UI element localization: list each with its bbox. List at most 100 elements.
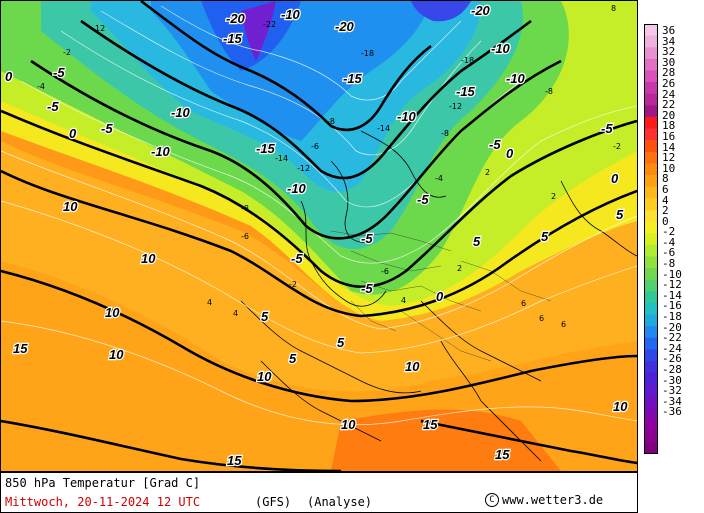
point-value: 2 [457, 264, 462, 273]
colorbar-cell [644, 395, 658, 409]
point-value: -8 [241, 204, 249, 213]
run-type: (Analyse) [307, 495, 373, 509]
iso-label: -15 [343, 71, 363, 86]
colorbar-cell [644, 268, 658, 281]
colorbar-label: 26 [662, 76, 676, 90]
iso-label: 5 [261, 309, 269, 324]
colorbar-label: 24 [662, 87, 676, 101]
colorbar-label: -26 [662, 352, 682, 366]
colorbar-label: 28 [662, 66, 676, 80]
point-value: -8 [441, 129, 449, 138]
iso-label: -10 [506, 71, 526, 86]
colorbar-label: -28 [662, 363, 682, 376]
iso-label: -10 [171, 105, 191, 120]
colorbar-cell [644, 314, 658, 327]
point-value: -4 [435, 174, 443, 183]
major-isolines [1, 1, 637, 471]
point-value: -18 [361, 49, 374, 58]
colorbar-label: 32 [662, 45, 676, 59]
colorbar-label: 34 [662, 34, 676, 48]
iso-label: 5 [541, 229, 549, 244]
iso-label: 0 [611, 171, 619, 186]
colorbar-cell [644, 302, 658, 316]
colorbar-cell [644, 93, 658, 106]
iso-label: 5 [473, 234, 481, 249]
colorbar-label: -22 [662, 331, 682, 345]
colorbar-outline [644, 24, 658, 454]
colorbar-label: -8 [662, 257, 676, 271]
colorbar-cell [644, 128, 658, 141]
colorbar-cell [644, 256, 658, 269]
point-value: -12 [449, 102, 462, 111]
iso-labels: -20 -20 -20 -15 -15 -15 -15 -10 -10 -10 … [4, 2, 630, 469]
colorbar-cell [644, 337, 658, 350]
iso-label: -5 [601, 121, 613, 136]
point-value: -14 [275, 154, 288, 163]
colorbar-labels: 36 34 32 30 28 26 24 22 20 18 16 14 12 1… [662, 24, 702, 419]
colorbar-cell [644, 151, 658, 164]
point-value: 2 [485, 168, 490, 177]
iso-label: -10 [397, 109, 417, 124]
point-value: -8 [545, 87, 553, 96]
iso-label: -10 [281, 7, 301, 22]
colorbar-cell [644, 58, 658, 71]
colorbar-label: -14 [662, 288, 682, 302]
colorbar-cell [644, 326, 658, 339]
iso-label: 5 [289, 351, 297, 366]
colorbar-label: -18 [662, 310, 682, 324]
point-value: 6 [561, 320, 566, 329]
point-value: -2 [63, 48, 71, 57]
colorbar-label: 6 [662, 182, 669, 196]
point-value: -18 [461, 56, 474, 65]
iso-label: -5 [489, 137, 501, 152]
colorbar-cell [644, 407, 658, 420]
point-value: -6 [381, 267, 389, 276]
iso-label: 15 [495, 447, 510, 462]
iso-label: 0 [69, 126, 77, 141]
colorbar-label: 30 [662, 55, 676, 69]
iso-label: -10 [287, 181, 307, 196]
colorbar [644, 24, 658, 454]
colorbar-label: -36 [662, 405, 682, 419]
point-value: -14 [377, 124, 390, 133]
colorbar-label: -12 [662, 278, 682, 292]
point-value: 8 [611, 4, 616, 13]
colorbar-cell [644, 198, 658, 211]
colorbar-label: 20 [662, 108, 676, 122]
colorbar-label: 36 [662, 24, 676, 37]
iso-label: -20 [335, 19, 355, 34]
credit[interactable]: C www.wetter3.de [485, 493, 603, 507]
iso-label: -15 [456, 84, 476, 99]
iso-label: 0 [5, 69, 13, 84]
colorbar-cell [644, 430, 658, 443]
zone-purple [241, 1, 276, 61]
model-name: (GFS) [255, 495, 292, 509]
map-svg: -20 -20 -20 -15 -15 -15 -15 -10 -10 -10 … [1, 1, 637, 471]
colorbar-label: 0 [662, 214, 669, 228]
point-value: 4 [401, 296, 406, 305]
iso-label: -20 [471, 3, 491, 18]
zone-red-orange [331, 409, 561, 471]
colorbar-label: 16 [662, 129, 676, 143]
point-value: 12 [95, 24, 105, 33]
colorbar-label: 12 [662, 151, 676, 165]
colorbar-cell [644, 384, 658, 397]
credit-link[interactable]: www.wetter3.de [502, 493, 604, 507]
point-value: 6 [539, 314, 544, 323]
colorbar-label: 10 [662, 161, 676, 175]
iso-label: -20 [226, 11, 246, 26]
iso-label: 10 [105, 305, 120, 320]
iso-label: -5 [53, 65, 65, 80]
point-value: 4 [233, 309, 238, 318]
info-panel: 850 hPa Temperatur [Grad C] Mittwoch, 20… [0, 472, 638, 513]
borders [330, 230, 552, 362]
colorbar-cell [644, 361, 658, 374]
colorbar-label: -10 [662, 267, 682, 281]
temperature-map: -20 -20 -20 -15 -15 -15 -15 -10 -10 -10 … [0, 0, 638, 472]
iso-label: 10 [405, 359, 420, 374]
point-value: 4 [207, 298, 212, 307]
iso-label: -5 [417, 192, 429, 207]
colorbar-cell [644, 233, 658, 246]
colorbar-label: -20 [662, 320, 682, 334]
iso-label: 0 [506, 146, 514, 161]
